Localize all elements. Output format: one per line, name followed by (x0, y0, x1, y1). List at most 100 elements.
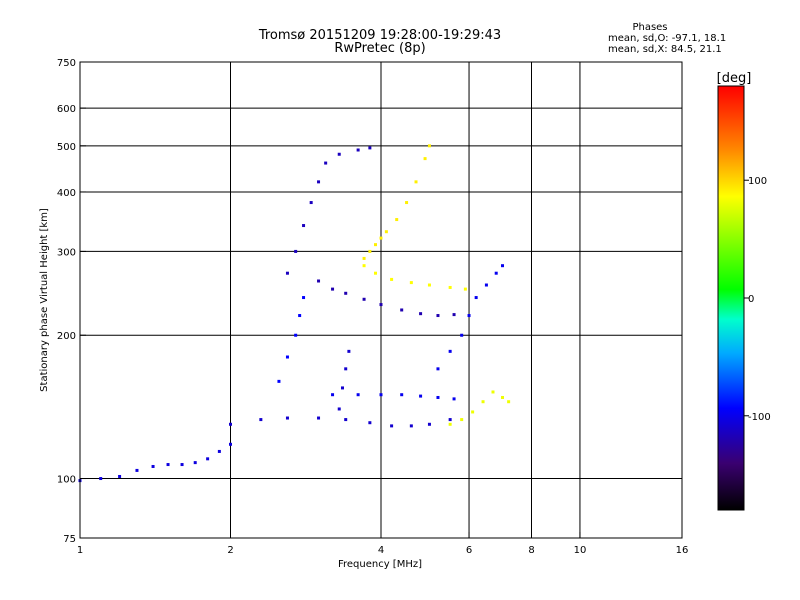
y-axis-label: Stationary phase Virtual Height [km] (39, 208, 50, 392)
data-point (419, 394, 423, 398)
data-point (395, 218, 399, 222)
data-point (356, 393, 360, 397)
phases-o-line: mean, sd,O: -97.1, 18.1 (608, 33, 726, 44)
data-point (302, 224, 306, 228)
data-point (384, 230, 388, 234)
colorbar-label: [deg] (717, 71, 752, 86)
data-point (368, 249, 372, 253)
data-point (448, 285, 452, 289)
data-point (467, 314, 471, 318)
x-tick-label: 10 (574, 545, 587, 556)
data-point (217, 449, 221, 453)
data-point (337, 407, 341, 411)
data-point (484, 283, 488, 287)
data-point (302, 296, 306, 300)
data-point (390, 277, 394, 281)
data-point (317, 416, 321, 420)
data-point (436, 314, 440, 318)
y-tick-label: 400 (57, 188, 76, 199)
data-point (448, 349, 452, 353)
colorbar-tick-label: 0 (748, 294, 754, 305)
data-point (229, 422, 232, 426)
data-point (390, 424, 394, 428)
data-point (501, 264, 505, 268)
data-point (344, 367, 348, 371)
data-point (151, 464, 155, 468)
chart-title: Tromsø 20151209 19:28:00-19:29:43 (258, 28, 501, 43)
data-point (347, 349, 351, 353)
data-point (460, 333, 464, 337)
colorbar-tick-label: -100 (748, 412, 771, 423)
axis-ticks: 1 2 4 6 8 10 16 75 100 200 300 400 500 600 750 (57, 58, 688, 556)
data-point (491, 390, 495, 394)
data-point (400, 393, 404, 397)
x-tick-label: 4 (378, 545, 384, 556)
data-point (463, 287, 467, 291)
data-point (362, 256, 366, 260)
data-point (494, 271, 498, 275)
data-point (448, 422, 452, 426)
y-tick-label: 200 (57, 331, 76, 342)
data-point (379, 236, 383, 240)
data-point (423, 157, 427, 161)
data-point (436, 367, 440, 371)
data-point (414, 180, 418, 184)
x-tick-label: 1 (77, 545, 83, 556)
data-point (427, 144, 431, 148)
data-point (285, 416, 289, 420)
x-tick-label: 6 (466, 545, 472, 556)
y-tick-label: 750 (57, 58, 76, 69)
data-point (344, 291, 348, 295)
data-point (337, 152, 341, 156)
grid-lines (80, 62, 682, 538)
data-point (340, 386, 344, 390)
data-point (118, 474, 122, 478)
data-point (409, 281, 413, 285)
y-tick-label: 100 (57, 475, 76, 486)
data-point (379, 393, 383, 397)
data-point (481, 400, 485, 404)
chart-subtitle: RwPretec (8p) (334, 41, 425, 56)
phases-heading: Phases (632, 22, 667, 33)
data-point (135, 468, 139, 472)
data-point (471, 410, 475, 414)
data-point (368, 421, 372, 425)
data-point (166, 463, 170, 467)
data-point (419, 312, 423, 316)
phases-x-line: mean, sd,X: 84.5, 21.1 (608, 44, 722, 55)
data-point (427, 422, 431, 426)
data-points (78, 144, 511, 483)
data-point (427, 283, 431, 287)
data-point (374, 243, 378, 247)
x-axis-label: Frequency [MHz] (338, 559, 422, 570)
data-point (400, 308, 404, 312)
data-point (331, 393, 335, 397)
data-point (344, 418, 348, 422)
data-point (294, 249, 298, 253)
data-point (294, 333, 298, 337)
data-point (362, 297, 366, 301)
data-point (405, 201, 409, 205)
colorbar-tick-label: 100 (748, 176, 767, 187)
y-tick-label: 500 (57, 142, 76, 153)
data-point (193, 461, 197, 465)
data-point (362, 264, 366, 268)
data-point (229, 442, 232, 446)
data-point (379, 303, 383, 307)
data-point (324, 161, 328, 165)
data-point (507, 400, 511, 404)
data-point (298, 314, 302, 318)
data-point (99, 477, 103, 481)
data-point (374, 271, 378, 275)
data-point (460, 418, 464, 422)
y-tick-label: 75 (63, 534, 76, 545)
data-point (356, 148, 360, 152)
data-point (474, 296, 478, 300)
data-point (409, 424, 413, 428)
data-point (331, 287, 335, 291)
data-point (317, 180, 321, 184)
data-point (180, 463, 184, 467)
data-point (285, 271, 289, 275)
x-tick-label: 2 (227, 545, 233, 556)
